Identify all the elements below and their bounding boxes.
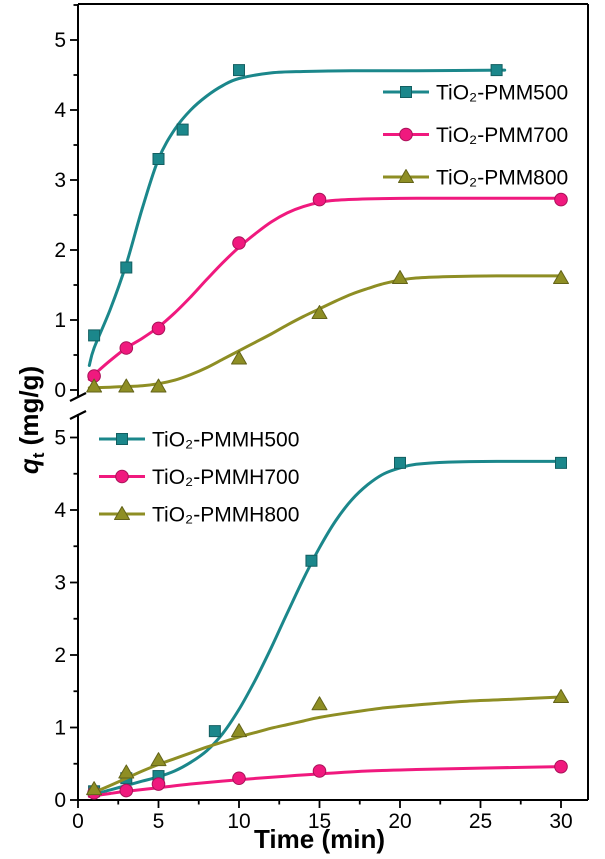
data-point-square (233, 64, 245, 77)
x-ticks: 0 5 10 15 20 25 30 (72, 800, 573, 833)
series-TiO₂-PMMH700 (87, 759, 568, 800)
x-tick-label: 25 (469, 810, 492, 833)
data-point-circle (119, 783, 134, 798)
y-tick-label: 3 (54, 169, 66, 192)
data-point-circle (115, 469, 129, 484)
series-TiO₂-PMM700 (87, 192, 568, 383)
data-point-circle (312, 764, 327, 778)
legend-item: TiO₂-PMM700 (383, 124, 568, 147)
series-line (87, 196, 563, 381)
legend-item: TiO₂-PMMH500 (99, 429, 299, 452)
y-tick-label: 2 (54, 239, 66, 262)
data-point-triangle (311, 305, 328, 319)
data-point-triangle (86, 781, 103, 796)
y-tick-label: 2 (54, 644, 66, 667)
data-point-triangle (150, 752, 167, 767)
data-point-triangle (311, 696, 328, 711)
data-point-circle (119, 341, 134, 355)
x-tick-label: 15 (308, 810, 331, 833)
data-point-square (305, 554, 318, 567)
legend-label: TiO₂-PMM700 (436, 124, 568, 147)
y-tick-label: 3 (54, 572, 66, 595)
data-point-square (490, 64, 503, 77)
data-point-circle (554, 192, 568, 207)
legend-item: TiO₂-PMM800 (383, 167, 568, 190)
y-axis-break-icon (69, 392, 87, 420)
data-point-circle (399, 127, 413, 142)
x-tick-label: 0 (72, 810, 84, 833)
data-point-triangle (231, 350, 247, 365)
data-point-circle (554, 759, 568, 774)
legend-top: TiO₂-PMM500 TiO₂-PMM700 TiO₂-PMM800 (383, 82, 568, 190)
y-tick-label: 1 (54, 717, 66, 740)
data-point-triangle (118, 378, 135, 393)
y-axis-title-units: (mg/g) (14, 365, 44, 453)
data-point-square (88, 329, 101, 342)
y-tick-label: 5 (54, 29, 66, 52)
legend-item: TiO₂-PMM500 (383, 82, 568, 105)
data-point-square (152, 153, 165, 165)
legend-label: TiO₂-PMMH700 (152, 466, 299, 489)
data-point-circle (232, 236, 246, 250)
x-tick-label: 30 (549, 810, 572, 833)
data-point-circle (232, 771, 246, 786)
data-point-circle (312, 192, 327, 207)
data-point-square (394, 456, 406, 469)
data-point-triangle (398, 169, 414, 183)
data-point-triangle (553, 270, 569, 284)
y-ticks-top: 0 1 2 3 4 5 (54, 4, 78, 402)
y-ticks-bottom: 0 1 2 3 4 5 (54, 427, 78, 812)
series-line (87, 695, 563, 796)
x-tick-label: 20 (388, 810, 411, 833)
y-axis-title: qt (mg/g) (14, 320, 49, 520)
y-axis-title-q: q (14, 458, 44, 475)
data-point-triangle (150, 378, 167, 393)
data-point-square (176, 123, 189, 136)
series-line (87, 68, 507, 367)
legend-label: TiO₂-PMMH500 (152, 429, 299, 452)
series-TiO₂-PMMH800 (86, 689, 569, 796)
legend-label: TiO₂-PMM500 (436, 82, 568, 105)
y-tick-label: 4 (54, 99, 66, 122)
data-point-square (120, 261, 133, 274)
legend-label: TiO₂-PMM800 (436, 167, 568, 190)
y-axis-title-sub: t (29, 452, 49, 459)
data-point-triangle (553, 689, 569, 704)
data-point-square (208, 725, 221, 738)
series-TiO₂-PMM500 (87, 64, 507, 367)
data-point-triangle (114, 506, 130, 520)
x-tick-label: 10 (227, 810, 250, 833)
y-tick-label: 0 (54, 789, 66, 812)
y-tick-label: 4 (54, 499, 66, 522)
data-point-square (116, 433, 128, 445)
data-point-triangle (118, 764, 135, 779)
data-point-triangle (392, 270, 408, 284)
data-point-circle (151, 321, 166, 336)
axes (77, 3, 589, 801)
data-point-triangle (231, 723, 247, 738)
data-point-triangle (86, 378, 103, 393)
y-tick-label: 0 (54, 379, 66, 402)
y-tick-label: 1 (54, 309, 66, 332)
series-TiO₂-PMM800 (86, 270, 569, 393)
x-axis-title: Time (min) (254, 824, 385, 854)
legend-bottom: TiO₂-PMMH500 TiO₂-PMMH700 TiO₂-PMMH800 (99, 429, 299, 527)
legend-item: TiO₂-PMMH800 (99, 504, 299, 527)
x-tick-label: 5 (153, 810, 165, 833)
data-point-square (400, 86, 412, 98)
data-point-square (555, 456, 567, 469)
data-point-circle (151, 777, 166, 791)
legend-item: TiO₂-PMMH700 (99, 466, 299, 489)
y-tick-label: 5 (54, 427, 66, 450)
legend-label: TiO₂-PMMH800 (152, 504, 299, 527)
